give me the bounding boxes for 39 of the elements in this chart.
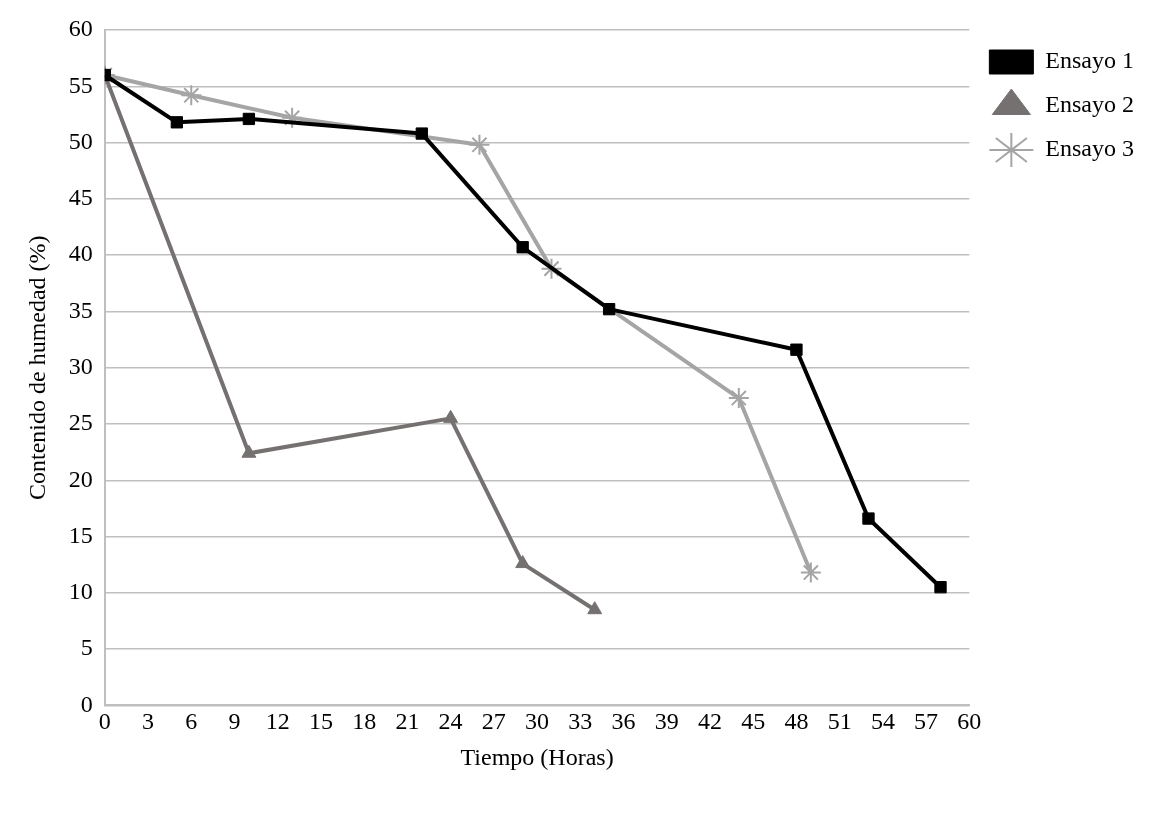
x-tick-label: 42: [697, 708, 722, 735]
y-tick-label: 60: [68, 15, 93, 42]
x-tick-label: 27: [481, 708, 506, 735]
y-tick-label: 35: [68, 296, 93, 323]
x-tick-label: 48: [784, 708, 809, 735]
x-tick-label: 36: [611, 708, 636, 735]
legend-label: Ensayo 3: [1045, 135, 1134, 162]
y-tick-label: 30: [68, 353, 93, 379]
legend-label: Ensayo 1: [1045, 47, 1134, 74]
x-tick-label: 51: [827, 708, 852, 735]
x-tick-label: 39: [654, 708, 679, 735]
x-tick-label: 21: [395, 708, 420, 735]
x-tick-label: 6: [185, 708, 198, 735]
y-tick-label: 5: [80, 634, 93, 661]
x-tick-label: 9: [228, 708, 241, 735]
x-tick-label: 30: [525, 708, 550, 735]
y-tick-label: 55: [68, 71, 93, 98]
y-tick-label: 40: [68, 240, 93, 267]
x-tick-label: 15: [308, 708, 333, 735]
x-tick-label: 33: [568, 708, 593, 735]
x-tick-label: 24: [438, 708, 463, 735]
y-tick-label: 20: [68, 465, 93, 492]
y-tick-label: 15: [68, 521, 93, 548]
x-tick-label: 12: [265, 708, 290, 735]
y-tick-label: 0: [80, 690, 93, 717]
x-tick-label: 45: [741, 708, 766, 735]
x-tick-label: 57: [914, 708, 939, 735]
x-tick-label: 18: [352, 708, 377, 735]
x-axis-title: Tiempo (Horas): [460, 743, 614, 770]
y-tick-label: 45: [68, 184, 93, 211]
y-tick-label: 10: [68, 578, 93, 605]
y-axis-title: Contenido de humedad (%): [23, 235, 50, 500]
legend-label: Ensayo 2: [1045, 91, 1134, 118]
x-tick-label: 60: [957, 708, 982, 735]
y-tick-label: 50: [68, 127, 93, 154]
x-tick-label: 54: [870, 708, 895, 735]
x-tick-label: 3: [142, 708, 155, 735]
y-tick-label: 25: [68, 409, 93, 436]
x-tick-label: 0: [98, 708, 111, 735]
